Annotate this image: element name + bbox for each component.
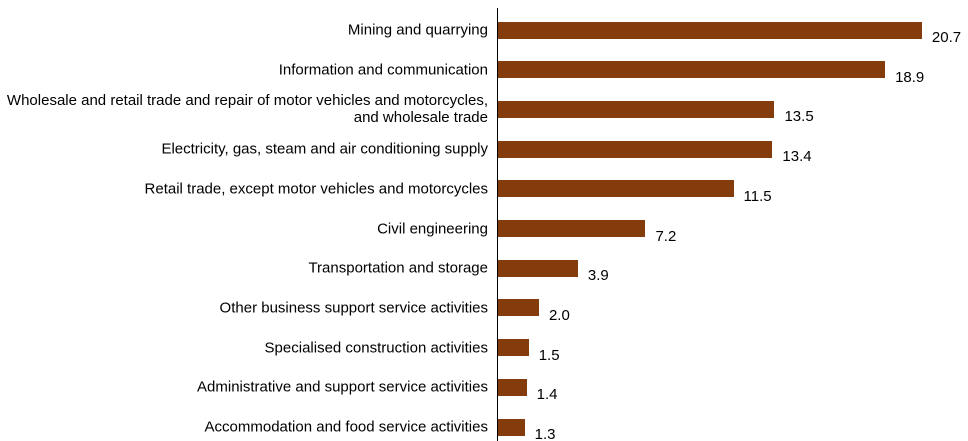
bar <box>498 140 773 158</box>
category-label: Wholesale and retail trade and repair of… <box>6 92 488 127</box>
data-label: 1.4 <box>536 386 558 404</box>
data-label: 20.7 <box>931 29 962 46</box>
bar <box>498 100 775 118</box>
bar <box>498 220 646 237</box>
data-label: 2.0 <box>548 306 570 324</box>
bar <box>498 418 525 436</box>
category-label: Other business support service activitie… <box>219 299 488 317</box>
data-label: 3.9 <box>587 267 609 285</box>
bar <box>498 21 922 39</box>
bar <box>498 339 529 357</box>
category-label: Information and communication <box>278 61 488 79</box>
data-label: 18.9 <box>895 68 925 86</box>
bar <box>498 378 527 396</box>
category-axis <box>497 8 498 441</box>
data-label: 1.5 <box>538 346 560 364</box>
category-label: Electricity, gas, steam and air conditio… <box>161 140 488 158</box>
data-label: 11.5 <box>743 187 772 205</box>
data-label: 13.5 <box>784 108 814 126</box>
category-label: Administrative and support service activ… <box>197 378 488 396</box>
category-label: Specialised construction activities <box>264 339 488 357</box>
data-label: 1.3 <box>534 426 556 441</box>
bar <box>498 61 886 79</box>
bar <box>498 299 539 317</box>
bar <box>498 259 578 277</box>
category-label: Accommodation and food service activitie… <box>204 418 488 436</box>
category-label: Mining and quarrying <box>347 21 488 39</box>
category-label: Retail trade, except motor vehicles and … <box>144 180 488 198</box>
category-label: Transportation and storage <box>308 259 488 277</box>
bar <box>498 180 734 198</box>
data-label: 7.2 <box>655 227 677 245</box>
data-label: 13.4 <box>782 148 812 166</box>
category-label: Civil engineering <box>377 220 488 237</box>
